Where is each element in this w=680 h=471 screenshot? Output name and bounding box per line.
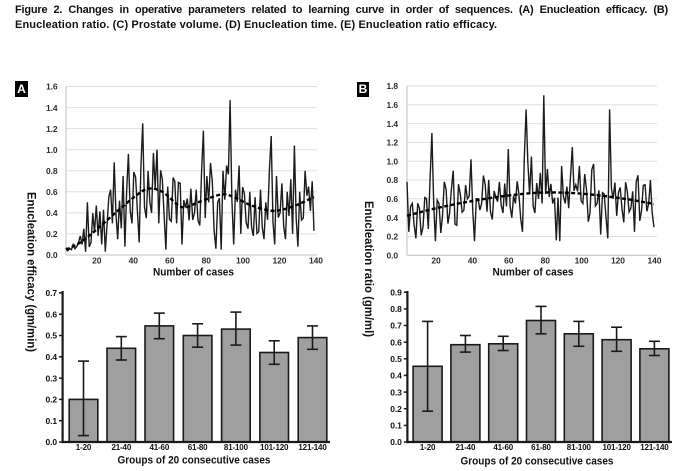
svg-text:0.1: 0.1 [390,421,402,431]
svg-text:0.4: 0.4 [45,352,57,362]
svg-text:60: 60 [165,256,175,266]
svg-text:1.6: 1.6 [46,82,58,92]
svg-text:21-40: 21-40 [456,443,476,452]
svg-text:0.6: 0.6 [386,194,398,204]
svg-text:1-20: 1-20 [76,443,92,452]
svg-text:0.6: 0.6 [45,309,57,319]
svg-text:1.4: 1.4 [46,103,58,113]
svg-text:1.0: 1.0 [386,156,398,166]
svg-text:1.8: 1.8 [386,81,398,91]
svg-text:Number of cases: Number of cases [493,266,574,278]
svg-text:40: 40 [468,256,478,266]
svg-text:0.4: 0.4 [390,371,402,381]
svg-text:100: 100 [575,256,589,266]
svg-text:Enucleation efficacy (gm/min): Enucleation efficacy (gm/min) [25,192,39,352]
svg-text:101-120: 101-120 [260,443,289,452]
svg-text:140: 140 [309,256,323,266]
svg-text:80: 80 [541,256,551,266]
svg-text:40: 40 [129,256,139,266]
svg-text:20: 20 [431,256,441,266]
svg-text:0.3: 0.3 [45,373,57,383]
svg-text:61-80: 61-80 [531,443,551,452]
svg-text:0.9: 0.9 [390,287,402,297]
svg-text:1.2: 1.2 [46,124,58,134]
svg-text:1.2: 1.2 [386,138,398,148]
svg-text:0.7: 0.7 [45,288,57,298]
svg-text:0.0: 0.0 [46,250,58,260]
svg-text:0.4: 0.4 [46,208,58,218]
svg-text:0.5: 0.5 [390,354,402,364]
svg-text:121-140: 121-140 [298,443,327,452]
svg-text:0.4: 0.4 [386,213,398,223]
svg-text:0.8: 0.8 [390,304,402,314]
svg-text:0.5: 0.5 [45,331,57,341]
svg-text:0.2: 0.2 [390,404,402,414]
svg-text:60: 60 [504,256,514,266]
svg-text:0.0: 0.0 [45,437,57,447]
svg-text:0.0: 0.0 [390,437,402,447]
svg-text:21-40: 21-40 [111,443,131,452]
svg-text:Enucleation ratio (gm/ml): Enucleation ratio (gm/ml) [362,201,376,337]
svg-text:41-60: 41-60 [149,443,169,452]
svg-text:81-100: 81-100 [224,443,249,452]
svg-text:101-120: 101-120 [602,443,631,452]
svg-text:120: 120 [272,256,286,266]
svg-text:1.4: 1.4 [386,119,398,129]
svg-text:80: 80 [202,256,212,266]
svg-text:0.2: 0.2 [386,232,398,242]
svg-text:0.3: 0.3 [390,387,402,397]
svg-text:61-80: 61-80 [188,443,208,452]
svg-text:0.6: 0.6 [390,337,402,347]
svg-text:1.6: 1.6 [386,100,398,110]
svg-text:Groups of 20 consecutive cases: Groups of 20 consecutive cases [461,456,614,468]
svg-text:0.7: 0.7 [390,321,402,331]
svg-text:140: 140 [647,256,661,266]
svg-text:0.0: 0.0 [386,251,398,261]
svg-text:81-100: 81-100 [567,443,592,452]
svg-text:0.8: 0.8 [386,175,398,185]
svg-text:0.1: 0.1 [45,416,57,426]
svg-text:1.0: 1.0 [46,145,58,155]
svg-text:0.8: 0.8 [46,166,58,176]
svg-text:20: 20 [92,256,102,266]
svg-text:120: 120 [611,256,625,266]
svg-text:121-140: 121-140 [640,443,669,452]
svg-text:41-60: 41-60 [493,443,513,452]
svg-text:1-20: 1-20 [420,443,436,452]
svg-text:Groups of 20 consecutive cases: Groups of 20 consecutive cases [118,455,271,467]
svg-text:0.2: 0.2 [45,395,57,405]
svg-text:100: 100 [236,256,250,266]
svg-text:Number of cases: Number of cases [153,266,234,278]
svg-text:0.2: 0.2 [46,229,58,239]
svg-text:0.6: 0.6 [46,187,58,197]
